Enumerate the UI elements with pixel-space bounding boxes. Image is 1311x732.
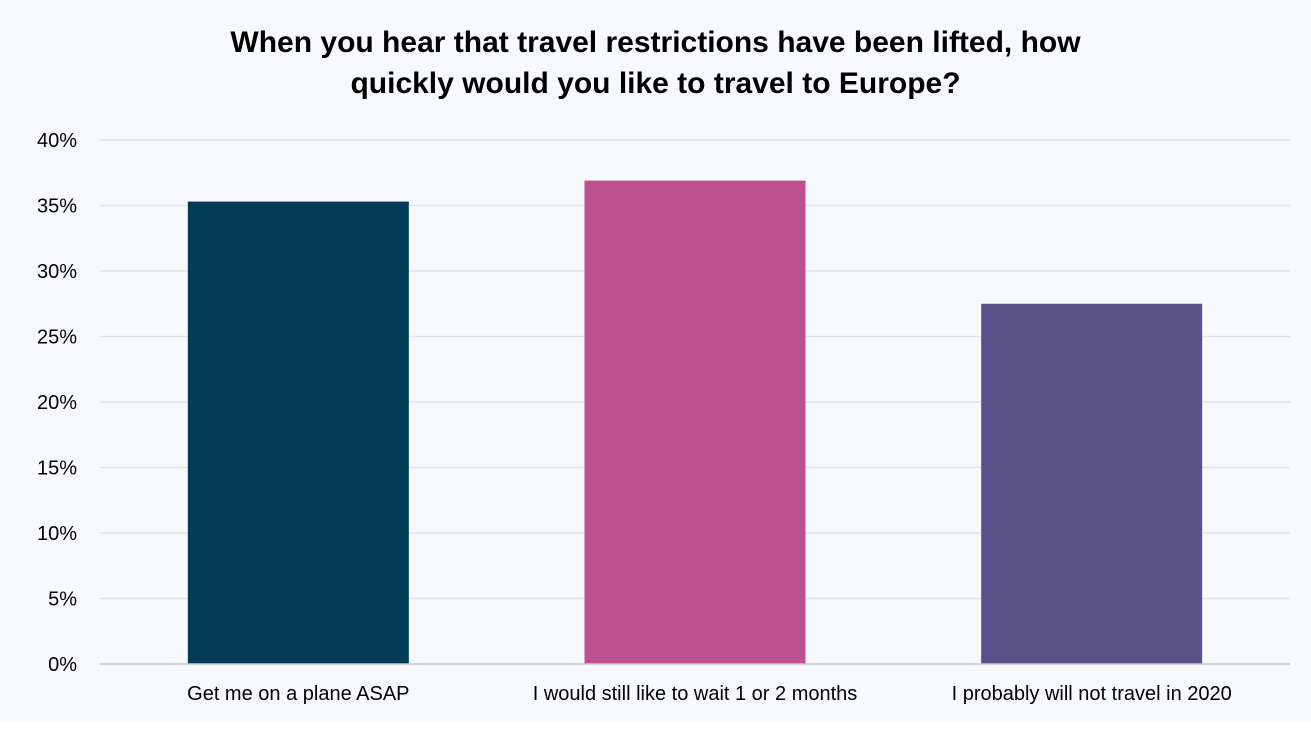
x-category-label: Get me on a plane ASAP <box>187 683 409 705</box>
bar <box>584 180 806 665</box>
chart-title: When you hear that travel restrictions h… <box>0 22 1311 104</box>
chart-title-line-2: quickly would you like to travel to Euro… <box>350 67 961 100</box>
y-tick-label: 5% <box>48 589 77 611</box>
y-tick-label: 20% <box>37 392 77 414</box>
x-category-label: I probably will not travel in 2020 <box>952 683 1232 705</box>
x-category-label: I would still like to wait 1 or 2 months <box>533 683 858 705</box>
bars <box>187 180 1203 665</box>
y-tick-label: 35% <box>37 196 77 218</box>
bar <box>981 303 1203 664</box>
y-tick-label: 10% <box>37 523 77 545</box>
x-axis-category-labels: Get me on a plane ASAP I would still like… <box>187 683 1232 705</box>
y-tick-label: 15% <box>37 458 77 480</box>
bar <box>187 201 409 664</box>
y-axis-tick-labels: 0% 5% 10% 15% 20% 25% 30% 35% 40% <box>37 130 77 676</box>
y-tick-label: 40% <box>37 130 77 152</box>
y-tick-label: 25% <box>37 327 77 349</box>
y-tick-label: 0% <box>48 654 77 676</box>
y-tick-label: 30% <box>37 261 77 283</box>
chart-title-line-1: When you hear that travel restrictions h… <box>230 26 1081 59</box>
